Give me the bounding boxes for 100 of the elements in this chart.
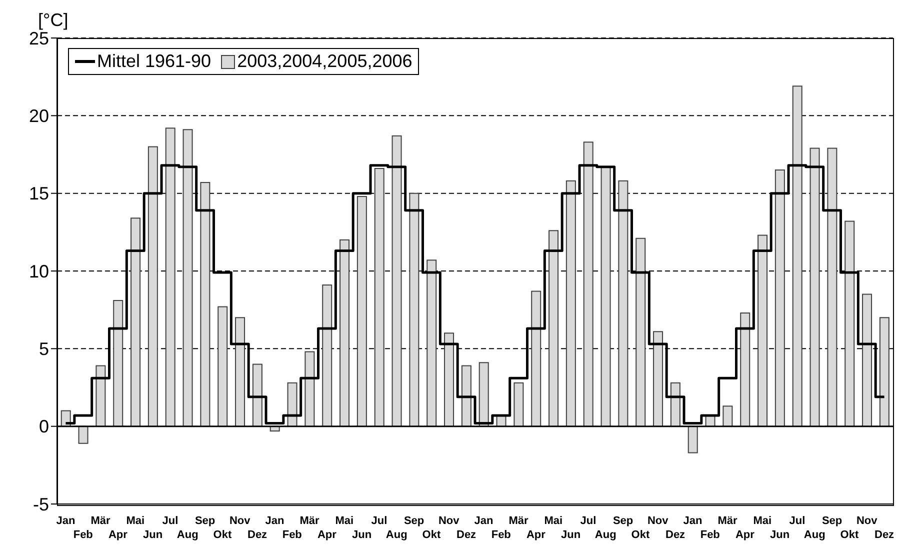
x-tick-label: Mai bbox=[544, 515, 563, 527]
bar bbox=[426, 260, 437, 427]
bar bbox=[287, 382, 298, 427]
x-tick-label: Apr bbox=[735, 529, 756, 541]
bar bbox=[252, 364, 262, 427]
bar bbox=[218, 306, 228, 427]
x-tick-label: Sep bbox=[612, 515, 634, 527]
x-tick-label: Jan bbox=[265, 515, 284, 527]
x-tick-label: Nov bbox=[229, 515, 252, 527]
x-tick-label: Sep bbox=[194, 515, 216, 527]
bar bbox=[722, 406, 733, 427]
bar bbox=[113, 300, 124, 427]
bar bbox=[862, 294, 872, 427]
legend-label: 2003,2004,2005,2006 bbox=[236, 51, 412, 72]
y-tick-label: 15 bbox=[28, 184, 49, 204]
x-tick-label: Mai bbox=[335, 515, 354, 527]
bar bbox=[879, 317, 890, 427]
x-tick-label: Mär bbox=[90, 515, 112, 527]
bar bbox=[844, 220, 855, 427]
x-tick-label: Jul bbox=[162, 515, 178, 527]
x-tick-label: Jan bbox=[474, 515, 494, 527]
x-tick-label: Dez bbox=[666, 529, 686, 541]
x-tick-label: Okt bbox=[840, 529, 859, 541]
x-tick-label: Jun bbox=[143, 529, 163, 541]
x-tick-label: Jul bbox=[789, 515, 806, 527]
x-tick-label: Dez bbox=[456, 529, 477, 541]
y-axis-title: [°C] bbox=[38, 10, 68, 31]
x-tick-label: Nov bbox=[647, 515, 670, 527]
bar bbox=[740, 312, 750, 427]
x-tick-label: Sep bbox=[404, 515, 424, 527]
bar bbox=[810, 148, 820, 427]
bar bbox=[165, 128, 176, 427]
bar bbox=[566, 180, 576, 427]
bar bbox=[409, 192, 420, 427]
x-tick-label: Aug bbox=[594, 529, 616, 541]
x-tick-label: Jul bbox=[371, 515, 388, 527]
bar bbox=[78, 426, 88, 444]
bar bbox=[636, 238, 646, 427]
bar bbox=[130, 218, 141, 427]
bar bbox=[774, 170, 785, 427]
bar bbox=[235, 317, 246, 427]
bar bbox=[478, 362, 489, 427]
y-tick-label: 5 bbox=[38, 339, 49, 360]
x-tick-label: Jun bbox=[352, 529, 372, 541]
x-tick-label: Feb bbox=[73, 529, 94, 541]
bar bbox=[688, 426, 698, 454]
x-tick-label: Sep bbox=[822, 515, 842, 527]
x-tick-label: Okt bbox=[213, 529, 232, 541]
legend-label: Mittel 1961-90 bbox=[96, 51, 212, 72]
x-tick-label: Feb bbox=[282, 529, 302, 541]
bar bbox=[758, 234, 768, 427]
x-tick-label: Aug bbox=[176, 529, 198, 541]
y-tick-label: -5 bbox=[32, 494, 49, 514]
bar bbox=[182, 129, 193, 427]
x-tick-label: Okt bbox=[422, 529, 441, 541]
x-tick-label: Nov bbox=[856, 515, 878, 527]
x-tick-label: Jun bbox=[561, 529, 581, 541]
x-tick-label: Jan bbox=[683, 515, 702, 527]
bar bbox=[827, 148, 838, 427]
bar bbox=[583, 142, 594, 427]
bar bbox=[200, 182, 210, 427]
bar bbox=[653, 331, 664, 427]
x-tick-label: Jan bbox=[56, 515, 76, 527]
x-tick-label: Dez bbox=[248, 529, 268, 541]
x-tick-label: Aug bbox=[804, 529, 826, 541]
bar bbox=[670, 382, 680, 427]
x-tick-label: Feb bbox=[700, 529, 720, 541]
x-tick-label: Okt bbox=[631, 529, 650, 541]
x-tick-label: Mai bbox=[126, 515, 145, 527]
bar bbox=[792, 86, 802, 427]
bar bbox=[618, 180, 628, 427]
x-tick-label: Feb bbox=[491, 529, 512, 541]
bar bbox=[444, 332, 454, 427]
x-tick-label: Apr bbox=[526, 529, 546, 541]
bar bbox=[148, 146, 158, 427]
bar bbox=[96, 365, 106, 427]
bar bbox=[304, 351, 315, 427]
y-tick-label: 0 bbox=[38, 416, 49, 437]
x-tick-label: Mai bbox=[753, 515, 772, 527]
x-tick-label: Aug bbox=[386, 529, 408, 541]
y-tick-label: 20 bbox=[28, 106, 49, 126]
x-tick-label: Jun bbox=[770, 529, 790, 541]
bar bbox=[340, 239, 350, 427]
bar bbox=[322, 284, 332, 427]
x-tick-label: Jul bbox=[580, 515, 596, 527]
x-tick-label: Mär bbox=[718, 515, 738, 527]
bar bbox=[392, 135, 402, 427]
x-tick-label: Dez bbox=[874, 529, 895, 541]
x-tick-label: Apr bbox=[317, 529, 338, 541]
y-tick-label: 10 bbox=[28, 261, 49, 282]
x-tick-label: Mär bbox=[508, 515, 530, 527]
bar bbox=[374, 168, 384, 427]
x-tick-label: Nov bbox=[438, 515, 460, 527]
bar bbox=[461, 365, 472, 427]
bar bbox=[548, 230, 559, 427]
bar bbox=[514, 382, 524, 427]
bar bbox=[531, 290, 542, 427]
x-tick-label: Mär bbox=[300, 515, 320, 527]
bar bbox=[356, 196, 367, 427]
x-tick-label: Apr bbox=[108, 529, 128, 541]
